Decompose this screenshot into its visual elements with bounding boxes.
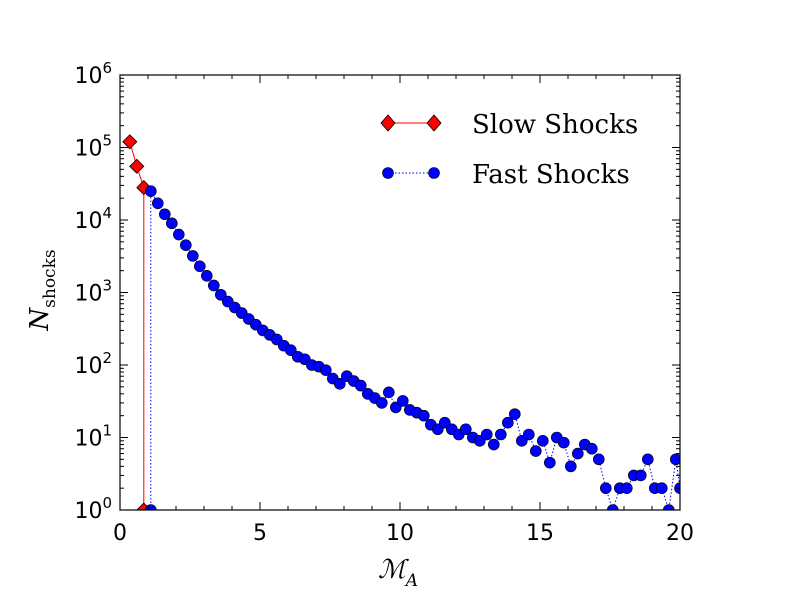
fast-shocks-point bbox=[571, 447, 584, 460]
legend-fast-label: Fast Shocks bbox=[472, 160, 630, 190]
plot-frame bbox=[119, 74, 681, 511]
x-tick-label: 20 bbox=[666, 521, 694, 546]
y-axis-label: Nshocks bbox=[25, 249, 60, 331]
fast-shocks-point bbox=[634, 469, 647, 482]
fast-shocks-point bbox=[417, 409, 430, 422]
fast-shocks-point bbox=[166, 217, 178, 230]
fast-shocks-point bbox=[208, 279, 220, 292]
x-tick-label: 0 bbox=[113, 521, 127, 546]
legend-slow-marker-left bbox=[380, 114, 396, 132]
fast-shocks-point bbox=[585, 442, 598, 455]
y-axis-label-main: N bbox=[25, 307, 55, 332]
legend-slow-label: Slow Shocks bbox=[472, 110, 638, 140]
fast-shocks-point bbox=[319, 364, 332, 376]
series-layer bbox=[122, 134, 680, 510]
y-tick-label: 102 bbox=[74, 349, 112, 379]
x-tick-label: 10 bbox=[386, 521, 414, 546]
slow-shocks-line bbox=[129, 141, 145, 510]
fast-shocks-point bbox=[159, 208, 171, 221]
slow-shocks-point bbox=[129, 158, 145, 174]
fast-shocks-point bbox=[641, 453, 654, 466]
y-tick-label: 101 bbox=[74, 422, 112, 452]
ticks-layer: 0 5 10 15 20 100 101 102 103 104 105 106 bbox=[74, 59, 694, 546]
x-axis-label-main: ℳ bbox=[378, 555, 409, 585]
y-tick-label: 105 bbox=[74, 132, 112, 162]
fast-shocks-point bbox=[382, 386, 395, 399]
fast-shocks-point bbox=[543, 456, 556, 469]
fast-shocks-point bbox=[536, 435, 549, 447]
plot-area bbox=[120, 75, 680, 510]
fast-shocks-point bbox=[152, 197, 164, 210]
fast-shocks-point bbox=[557, 436, 570, 449]
legend: Slow Shocks Fast Shocks bbox=[380, 110, 638, 190]
x-axis-label-sub: A bbox=[404, 571, 418, 591]
fast-shocks-point bbox=[655, 482, 668, 494]
fast-shocks-point bbox=[501, 416, 514, 429]
fast-shocks-point bbox=[215, 288, 227, 301]
fast-shocks-point bbox=[145, 185, 157, 197]
fast-shocks-point bbox=[592, 453, 605, 466]
slow-shocks-point bbox=[122, 134, 138, 150]
fast-shocks-point bbox=[333, 378, 346, 390]
fast-shocks-point bbox=[180, 239, 192, 251]
legend-slow-marker-right bbox=[426, 114, 442, 132]
y-tick-label: 106 bbox=[74, 59, 112, 89]
y-tick-label: 104 bbox=[74, 204, 112, 234]
x-axis-label: ℳA bbox=[378, 555, 418, 591]
legend-fast-marker-right bbox=[428, 167, 440, 179]
fast-shocks-point bbox=[599, 482, 612, 494]
fast-shocks-point bbox=[508, 408, 521, 420]
fast-shocks-point bbox=[494, 428, 507, 441]
fast-shocks-point bbox=[522, 428, 535, 441]
fast-shocks-point bbox=[620, 482, 633, 494]
x-tick-label: 5 bbox=[253, 521, 267, 546]
fast-shocks-point bbox=[529, 445, 542, 457]
fast-shocks-point bbox=[173, 228, 185, 241]
fast-shocks-point bbox=[607, 504, 619, 510]
y-tick-label: 103 bbox=[74, 277, 112, 307]
fast-shocks-point bbox=[187, 250, 199, 262]
fast-shocks-point bbox=[480, 428, 493, 441]
y-tick-label: 100 bbox=[74, 494, 112, 524]
fast-shocks-point bbox=[201, 269, 213, 282]
fast-shocks-point bbox=[375, 397, 388, 409]
fast-shocks-point bbox=[663, 504, 675, 510]
fast-shocks-point bbox=[354, 379, 367, 392]
fast-shocks-point bbox=[459, 423, 472, 436]
fast-shocks-point bbox=[564, 460, 577, 473]
legend-fast-marker-left bbox=[382, 167, 394, 179]
x-tick-label: 15 bbox=[526, 521, 554, 546]
fast-shocks-point bbox=[194, 260, 206, 273]
y-axis-label-sub: shocks bbox=[40, 249, 60, 307]
fast-shocks-point bbox=[396, 395, 409, 407]
fast-shocks-point bbox=[670, 453, 680, 466]
fast-shocks-point bbox=[487, 438, 500, 451]
